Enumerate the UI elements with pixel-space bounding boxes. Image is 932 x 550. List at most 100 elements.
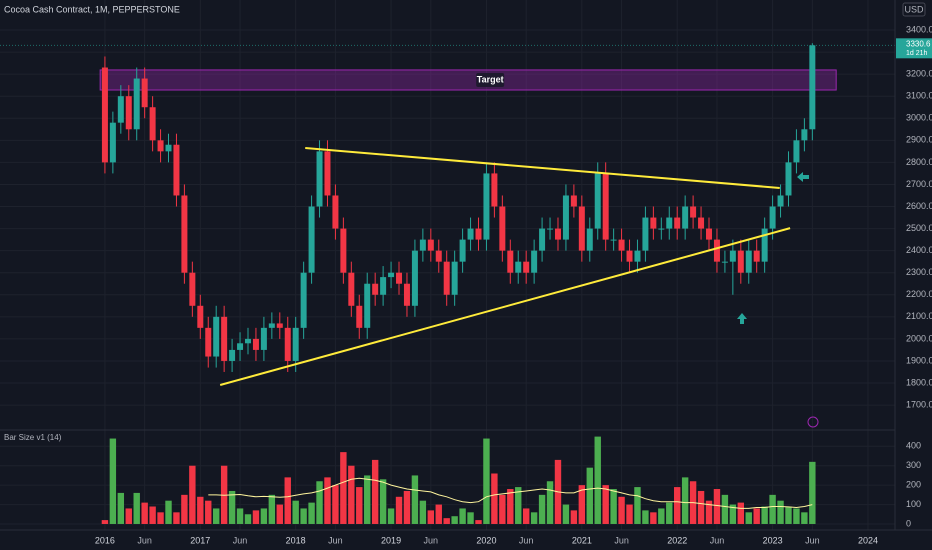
candle-body — [562, 195, 569, 240]
volume-bar — [324, 477, 331, 524]
volume-bar — [753, 508, 760, 524]
candle-body — [388, 272, 395, 278]
y-tick-label: 2500.0 — [906, 223, 932, 233]
candle-body — [690, 206, 697, 218]
volume-bar — [268, 494, 276, 524]
candle-body — [189, 272, 196, 306]
candle-body — [769, 206, 776, 229]
candle-body — [205, 327, 212, 357]
volume-bar — [173, 512, 180, 524]
y-tick-label: 2200.0 — [906, 289, 932, 299]
candle-body — [785, 162, 792, 196]
chart-title: Cocoa Cash Contract, 1M, PEPPERSTONE — [4, 4, 180, 14]
candle-body — [467, 228, 474, 240]
candle-body — [507, 250, 514, 273]
candle-body — [753, 250, 760, 262]
y-tick-label: 3100.0 — [906, 91, 932, 101]
volume-bar — [801, 512, 808, 524]
volume-bar — [713, 489, 721, 524]
target-label: Target — [477, 74, 504, 84]
candle-body — [284, 327, 291, 361]
volume-bar — [205, 500, 212, 524]
volume-bar — [443, 518, 450, 524]
y-tick-label: 2000.0 — [906, 333, 932, 343]
volume-bar — [499, 494, 506, 524]
volume-bar — [228, 490, 236, 524]
currency[interactable]: USD — [904, 4, 924, 14]
volume-bar — [697, 490, 705, 524]
x-tick-label: Jun — [519, 535, 534, 545]
y-tick-label: 2300.0 — [906, 267, 932, 277]
volume-bar — [745, 512, 752, 524]
candle-body — [133, 78, 140, 130]
volume-bar — [610, 489, 617, 524]
volume-bar — [475, 520, 482, 524]
currency-box[interactable] — [902, 2, 926, 17]
candle-body — [332, 195, 339, 229]
volume-bar — [546, 481, 554, 524]
candle-body — [634, 250, 641, 262]
arrow-marker — [737, 313, 747, 324]
volume-bar — [769, 494, 776, 524]
candle-body — [745, 250, 752, 273]
event-icon[interactable] — [807, 416, 819, 428]
y-tick-label: 3200.0 — [906, 69, 932, 79]
volume-bar — [260, 508, 268, 524]
arrow-marker — [797, 172, 809, 182]
volume-bar — [284, 477, 291, 524]
candle-body — [475, 228, 482, 240]
candle-body — [181, 195, 188, 273]
volume-bar — [387, 508, 395, 524]
candle-body — [435, 250, 442, 262]
candle-body — [276, 323, 283, 328]
volume-bar — [721, 494, 729, 524]
candle-body — [523, 261, 530, 273]
candle-body — [364, 283, 371, 328]
volume-bar — [602, 485, 609, 524]
candle-body — [292, 327, 299, 361]
volume-bar — [634, 487, 641, 524]
volume-bar — [364, 475, 371, 524]
candle-body — [658, 228, 665, 230]
y-tick-label: 2700.0 — [906, 179, 932, 189]
volume-bar — [618, 496, 625, 524]
target-zone — [99, 69, 837, 91]
volume-bar — [809, 461, 816, 524]
trendline — [305, 147, 780, 189]
candle-body — [539, 228, 546, 251]
candle-body — [197, 305, 204, 328]
candle-body — [316, 151, 323, 207]
ma-line — [208, 477, 813, 509]
volume-bar — [165, 500, 172, 524]
volume-bar — [157, 512, 164, 524]
volume-bar — [149, 506, 156, 524]
candle-body — [427, 239, 434, 251]
y-tick-label: 3000.0 — [906, 113, 932, 123]
candle-body — [109, 122, 116, 163]
candle-body — [396, 272, 403, 284]
candle-body — [642, 217, 649, 251]
candle-body — [777, 195, 784, 207]
candle-body — [348, 272, 355, 306]
indicator-title: Bar Size v1 (14) — [4, 433, 62, 442]
volume-bar — [729, 504, 737, 524]
candle-body — [610, 239, 617, 241]
x-tick-label: 2021 — [572, 535, 592, 545]
x-tick-label: Jun — [233, 535, 248, 545]
volume-bar — [594, 436, 601, 524]
volume-bar — [340, 452, 347, 524]
volume-tick-label: 400 — [906, 441, 921, 451]
x-tick-label: Jun — [424, 535, 439, 545]
x-tick-label: Jun — [137, 535, 152, 545]
volume-bar — [292, 500, 299, 524]
x-tick-label: 2022 — [667, 535, 687, 545]
volume-bar — [562, 504, 570, 524]
volume-bar — [491, 473, 498, 524]
volume-bar — [451, 516, 458, 524]
volume-tick-label: 300 — [906, 460, 921, 470]
candle-body — [729, 250, 736, 262]
volume-bar — [117, 492, 125, 524]
volume-bar — [252, 510, 260, 524]
candle-body — [491, 173, 498, 207]
volume-bar — [737, 502, 744, 524]
